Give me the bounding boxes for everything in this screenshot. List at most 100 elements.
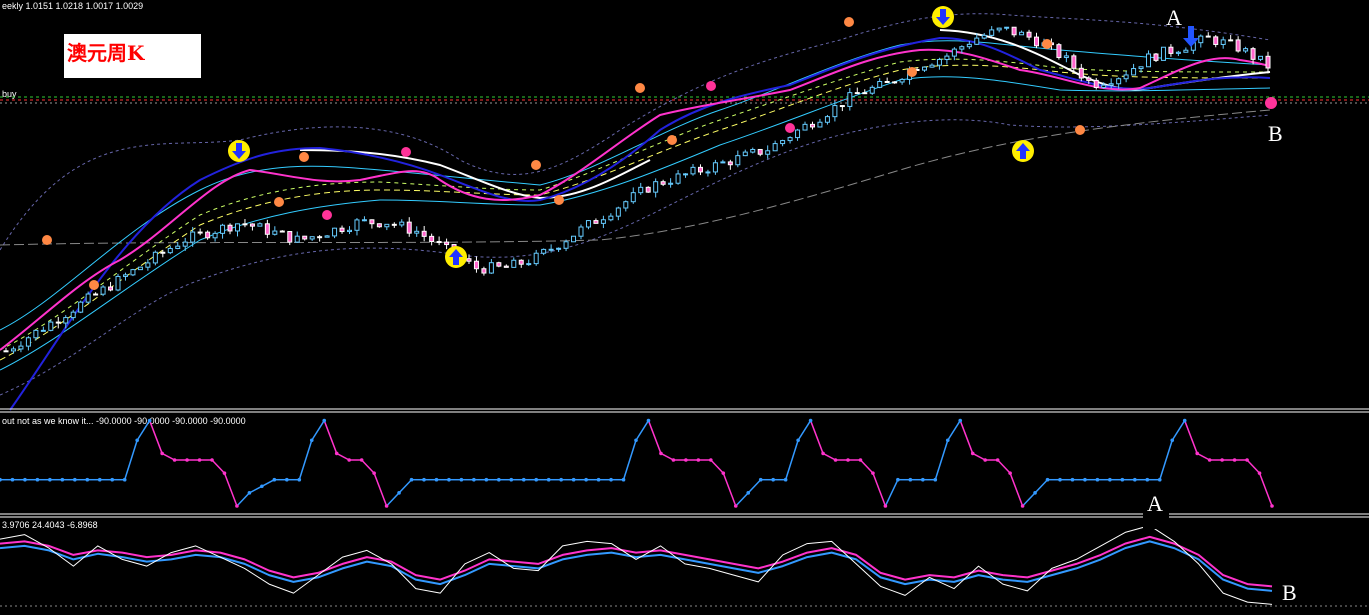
candle-body — [556, 247, 562, 250]
candle-body — [1250, 48, 1256, 60]
candle-body — [503, 265, 509, 268]
candle-body — [48, 321, 54, 331]
oscillator-1-segment — [622, 440, 637, 480]
oscillator-1-point — [896, 477, 900, 482]
oscillator-1-point — [933, 477, 938, 482]
candle-body — [70, 311, 76, 319]
candle-body — [369, 219, 375, 225]
candle-body — [414, 230, 420, 234]
oscillator-1-point — [995, 458, 1000, 462]
oscillator-1-point — [945, 438, 950, 443]
oscillator-1-point — [297, 477, 302, 482]
oscillator-1-point — [85, 477, 90, 482]
oscillator-1-point — [1045, 477, 1050, 482]
candle-body — [1183, 49, 1189, 53]
candle-body — [1011, 26, 1017, 36]
oscillator-1-point — [472, 477, 476, 482]
candle-body — [376, 223, 382, 228]
oscillator-1-segment — [136, 420, 151, 441]
candle-body — [802, 123, 808, 131]
signal-dot — [42, 235, 52, 245]
candle-body — [384, 223, 390, 228]
candle-body — [1213, 36, 1219, 45]
candle-body — [1078, 67, 1084, 79]
oscillator-1-point — [347, 458, 351, 462]
oscillator-1-point — [1033, 491, 1037, 495]
candle-body — [548, 248, 554, 251]
sell-signal-icon — [228, 140, 250, 162]
oscillator-1-point — [758, 477, 763, 482]
candle-body — [511, 259, 517, 268]
candle-body — [653, 181, 659, 193]
oscillator-1-point — [1170, 438, 1175, 443]
oscillator-1-segment — [1171, 420, 1186, 441]
candle-body — [832, 105, 838, 118]
oscillator-1-point — [272, 477, 277, 482]
oscillator-1-point — [484, 477, 489, 482]
candle-body — [1138, 66, 1144, 70]
candle-body — [944, 55, 950, 61]
candle-body — [593, 220, 599, 224]
price-panel[interactable]: eekly 1.0151 1.0218 1.0017 1.0029 buy — [0, 1, 1369, 411]
candle-body — [757, 148, 763, 155]
buy-signal-icon — [445, 246, 467, 268]
oscillator-1-segment — [660, 452, 674, 461]
oscillator-1-segment — [311, 420, 325, 441]
oscillator-1-segment — [1009, 472, 1024, 507]
oscillator-1-point — [359, 458, 364, 462]
oscillator-1-point — [0, 477, 2, 482]
oscillator-1-panel[interactable]: out not as we know it... -90.0000 -90.00… — [0, 416, 1274, 508]
candle-body — [100, 286, 106, 295]
oscillator-1-point — [833, 458, 838, 462]
candle-body — [1146, 53, 1152, 68]
candle-body — [839, 105, 845, 108]
candle-body — [55, 321, 61, 324]
candle-body — [361, 219, 367, 222]
candle-body — [615, 207, 621, 217]
oscillator-1-point — [808, 418, 813, 423]
candle-body — [951, 48, 957, 57]
oscillator-1-point — [646, 418, 651, 423]
oscillator-1-segment — [161, 452, 175, 461]
oscillator-1-segment — [809, 420, 824, 454]
oscillator-1-point — [1108, 477, 1112, 482]
oscillator-1-point — [1207, 458, 1212, 462]
candle-body — [981, 34, 987, 39]
oscillator-1-point — [185, 458, 189, 462]
signal-dot — [907, 67, 917, 77]
candle-body — [929, 64, 935, 68]
lower-envelope — [0, 114, 1271, 396]
oscillator-1-point — [559, 477, 563, 482]
candle-body — [847, 92, 853, 107]
candle-body — [234, 223, 240, 232]
candle-body — [862, 92, 868, 95]
oscillator-1-segment — [635, 420, 650, 441]
candle-body — [959, 46, 965, 50]
candle-body — [690, 166, 696, 175]
oscillator-1-point — [35, 477, 40, 482]
oscillator-1-point — [970, 451, 975, 456]
candle-body — [1071, 55, 1077, 69]
candle-body — [645, 186, 651, 193]
oscillator-1-point — [309, 438, 314, 443]
oscillator-1-point — [1133, 477, 1137, 482]
oscillator-1-point — [521, 477, 526, 482]
oscillator-1-segment — [261, 479, 275, 487]
candle-body — [750, 148, 756, 153]
candle-body — [444, 241, 450, 246]
candle-body — [869, 86, 875, 94]
oscillator-1-point — [459, 477, 464, 482]
candle-body — [989, 29, 995, 36]
chart-title-box: 澳元周K — [64, 34, 201, 78]
oscillator-1-segment — [1022, 492, 1036, 507]
oscillator-1-point — [609, 477, 613, 482]
signal-dot — [635, 83, 645, 93]
candle-body — [1168, 46, 1174, 54]
oscillator-2-panel[interactable]: 3.9706 24.4043 -6.8968 A B — [0, 491, 1369, 607]
candle-body — [197, 231, 203, 234]
candle-body — [115, 275, 121, 291]
oscillator-1-segment — [947, 420, 961, 441]
oscillator-1-point — [247, 491, 252, 495]
candle-body — [563, 241, 569, 249]
oscillator-1-point — [147, 418, 152, 423]
